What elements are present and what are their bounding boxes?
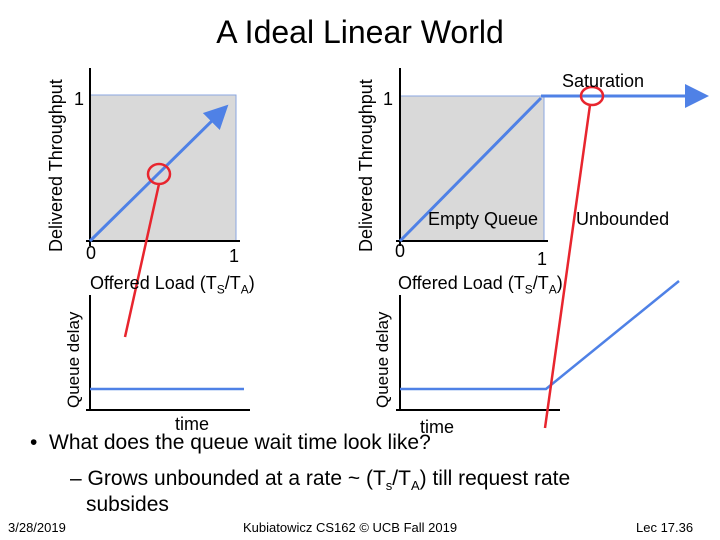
footer-date: 3/28/2019	[8, 520, 66, 535]
right-xtick-0: 0	[395, 241, 406, 261]
left-delay-axis-label: Queue delay	[64, 311, 83, 408]
left-throughput-line	[88, 104, 229, 243]
left-time-label: time	[175, 414, 210, 434]
bullet-question: • What does the queue wait time look lik…	[30, 431, 431, 454]
slide-title: A Ideal Linear World	[216, 14, 504, 50]
unbounded-annotation: Unbounded	[576, 209, 670, 229]
right-throughput-axis-label: Delivered Throughput	[356, 79, 376, 252]
right-delay-line	[400, 280, 680, 391]
left-throughput-axis-label: Delivered Throughput	[46, 79, 66, 252]
left-xaxis-label: Offered Load (TS/TA)	[90, 273, 255, 297]
bullet-dot: •	[30, 431, 50, 454]
bullet-answer-continued: subsides	[86, 493, 169, 516]
bullet-answer: – Grows unbounded at a rate ~ (Ts/TA) ti…	[70, 467, 571, 494]
right-xtick-1: 1	[537, 249, 548, 269]
left-connector-line	[123, 183, 161, 338]
right-saturation-circle	[579, 85, 605, 107]
footer-course: Kubiatowicz CS162 © UCB Fall 2019	[243, 520, 458, 535]
footer-lecture: Lec 17.36	[636, 520, 694, 535]
left-xtick-0: 0	[86, 243, 97, 263]
right-connector-line	[543, 104, 592, 429]
right-time-label: time	[420, 417, 455, 437]
right-xaxis-label: Offered Load (TS/TA)	[398, 273, 563, 297]
left-ytick-1: 1	[74, 89, 85, 109]
right-delay-axis-label: Queue delay	[373, 311, 392, 408]
empty-queue-annotation: Empty Queue	[428, 209, 539, 229]
right-throughput-rise	[398, 96, 543, 243]
saturation-annotation: Saturation	[562, 71, 645, 91]
right-ytick-1: 1	[383, 89, 394, 109]
left-xtick-1: 1	[229, 246, 240, 266]
